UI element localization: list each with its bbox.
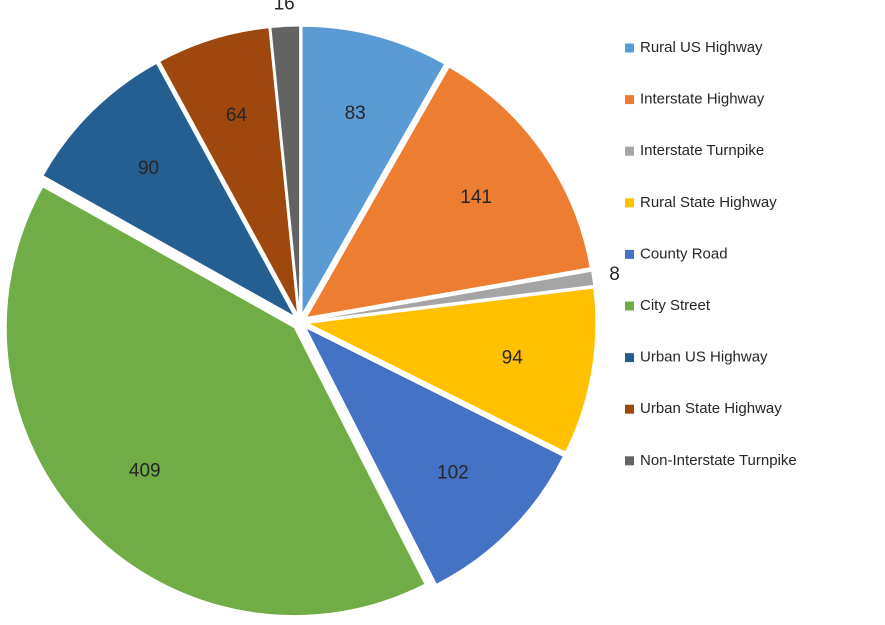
legend-label: Non-Interstate Turnpike: [640, 452, 797, 469]
legend-swatch: [625, 249, 634, 259]
legend-swatch: [625, 353, 634, 363]
data-label: 141: [460, 187, 492, 208]
data-label: 16: [274, 0, 295, 14]
legend-label: Urban State Highway: [640, 400, 782, 417]
legend-swatch: [625, 404, 634, 414]
legend-label: Urban US Highway: [640, 349, 768, 366]
legend-label: Rural State Highway: [640, 194, 777, 211]
pie-slice: [304, 326, 564, 585]
pie-slice: [306, 287, 597, 453]
legend-label: Interstate Highway: [640, 91, 765, 108]
legend-swatch: [625, 456, 634, 466]
pie-slice: [42, 62, 296, 318]
legend-label: City Street: [640, 297, 711, 314]
data-label: 94: [502, 347, 524, 368]
legend-label: Rural US Highway: [640, 39, 763, 56]
legend-swatch: [625, 301, 634, 311]
legend-label: Interstate Turnpike: [640, 142, 764, 159]
data-label: 409: [129, 460, 161, 481]
pie-slice: [301, 25, 446, 317]
pie-slice: [307, 270, 595, 322]
pie-slice: [270, 25, 301, 315]
data-label: 90: [138, 158, 159, 179]
pie-slice: [5, 186, 426, 616]
data-label: 83: [345, 103, 366, 124]
legend-swatch: [625, 146, 634, 156]
data-label: 102: [437, 463, 469, 484]
data-label: 64: [226, 105, 248, 126]
pie-slice: [305, 66, 591, 319]
legend-label: County Road: [640, 245, 728, 262]
legend-swatch: [625, 95, 634, 105]
legend-swatch: [625, 43, 634, 53]
legend-swatch: [625, 198, 634, 208]
pie-slice: [159, 27, 299, 315]
data-label: 8: [609, 264, 620, 285]
